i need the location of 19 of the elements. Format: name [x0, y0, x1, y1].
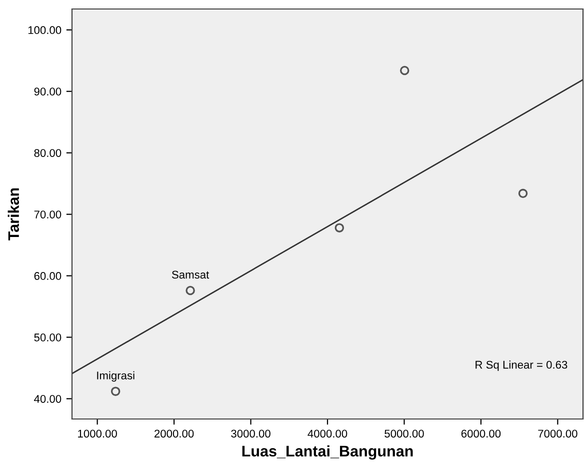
- x-axis-title: Luas_Lantai_Bangunan: [242, 445, 413, 460]
- x-tick-label: 7000.00: [538, 430, 578, 438]
- y-axis-title: Tarikan: [8, 188, 20, 240]
- annotation: Samsat: [172, 270, 210, 279]
- x-tick-label: 2000.00: [154, 430, 194, 438]
- x-tick-label: 5000.00: [384, 430, 424, 438]
- y-tick-label: 50.00: [34, 334, 62, 342]
- x-tick-label: 6000.00: [461, 430, 501, 438]
- x-tick-label: 3000.00: [231, 430, 270, 438]
- y-tick-label: 90.00: [34, 88, 62, 96]
- annotation: R Sq Linear = 0.63: [476, 360, 568, 371]
- y-tick-label: 60.00: [34, 272, 62, 280]
- x-tick-label: 4000.00: [308, 430, 348, 438]
- y-tick-label: 70.00: [34, 210, 62, 218]
- x-tick-label: 1000.00: [78, 430, 117, 438]
- annotation: Imigrasi: [97, 371, 134, 382]
- y-tick-label: 100.00: [28, 26, 62, 34]
- y-tick-label: 40.00: [34, 394, 62, 403]
- y-tick-label: 80.00: [34, 149, 62, 157]
